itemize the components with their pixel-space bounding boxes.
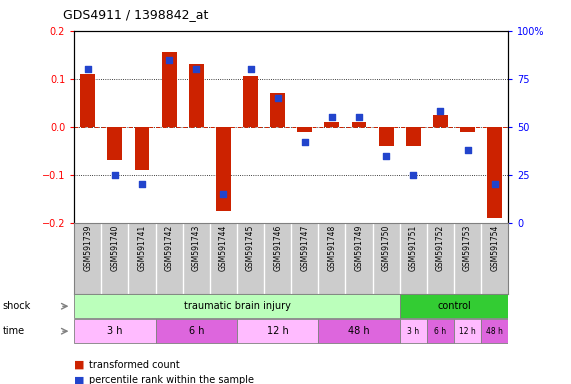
Text: percentile rank within the sample: percentile rank within the sample: [89, 375, 254, 384]
Point: [164, 56, 174, 63]
Bar: [460, 127, 475, 131]
Text: GSM591746: GSM591746: [273, 225, 282, 271]
Text: transformed count: transformed count: [89, 360, 179, 370]
Bar: [74, 319, 155, 343]
Bar: [155, 319, 237, 343]
Bar: [297, 127, 312, 131]
Bar: [189, 64, 204, 127]
Text: GSM591745: GSM591745: [246, 225, 255, 271]
Text: GSM591754: GSM591754: [490, 225, 499, 271]
Text: GSM591748: GSM591748: [327, 225, 336, 271]
Bar: [454, 319, 481, 343]
Text: GSM591743: GSM591743: [192, 225, 201, 271]
Text: GSM591740: GSM591740: [110, 225, 119, 271]
Text: control: control: [437, 301, 471, 311]
Bar: [481, 319, 508, 343]
Point: [355, 114, 364, 120]
Bar: [400, 294, 508, 318]
Text: GSM591739: GSM591739: [83, 225, 93, 271]
Point: [138, 181, 147, 187]
Bar: [319, 319, 400, 343]
Text: 6 h: 6 h: [188, 326, 204, 336]
Text: GSM591741: GSM591741: [138, 225, 147, 271]
Point: [381, 152, 391, 159]
Bar: [216, 127, 231, 211]
Point: [300, 139, 309, 145]
Point: [463, 147, 472, 153]
Bar: [352, 122, 367, 127]
Point: [246, 66, 255, 72]
Text: 12 h: 12 h: [459, 327, 476, 336]
Text: traumatic brain injury: traumatic brain injury: [183, 301, 291, 311]
Text: GSM591753: GSM591753: [463, 225, 472, 271]
Text: GSM591749: GSM591749: [355, 225, 364, 271]
Bar: [433, 115, 448, 127]
Point: [436, 108, 445, 114]
Point: [490, 181, 499, 187]
Point: [409, 172, 418, 178]
Text: GDS4911 / 1398842_at: GDS4911 / 1398842_at: [63, 8, 208, 21]
Text: 12 h: 12 h: [267, 326, 288, 336]
Bar: [237, 319, 319, 343]
Bar: [406, 127, 421, 146]
Text: GSM591747: GSM591747: [300, 225, 309, 271]
Text: ■: ■: [74, 375, 85, 384]
Point: [83, 66, 93, 72]
Bar: [400, 319, 427, 343]
Bar: [427, 319, 454, 343]
Text: GSM591750: GSM591750: [381, 225, 391, 271]
Text: 3 h: 3 h: [107, 326, 123, 336]
Text: GSM591742: GSM591742: [164, 225, 174, 271]
Bar: [81, 74, 95, 127]
Text: GSM591752: GSM591752: [436, 225, 445, 271]
Bar: [324, 122, 339, 127]
Bar: [487, 127, 502, 218]
Bar: [162, 52, 176, 127]
Bar: [243, 76, 258, 127]
Text: 48 h: 48 h: [486, 327, 503, 336]
Point: [192, 66, 201, 72]
Point: [273, 95, 282, 101]
Text: ■: ■: [74, 360, 85, 370]
Bar: [74, 294, 400, 318]
Bar: [135, 127, 150, 170]
Point: [327, 114, 336, 120]
Text: shock: shock: [3, 301, 31, 311]
Bar: [270, 93, 285, 127]
Text: 48 h: 48 h: [348, 326, 370, 336]
Point: [219, 191, 228, 197]
Bar: [379, 127, 393, 146]
Text: 3 h: 3 h: [407, 327, 419, 336]
Text: 6 h: 6 h: [435, 327, 447, 336]
Text: GSM591744: GSM591744: [219, 225, 228, 271]
Text: time: time: [3, 326, 25, 336]
Text: GSM591751: GSM591751: [409, 225, 418, 271]
Point: [110, 172, 119, 178]
Bar: [107, 127, 122, 161]
